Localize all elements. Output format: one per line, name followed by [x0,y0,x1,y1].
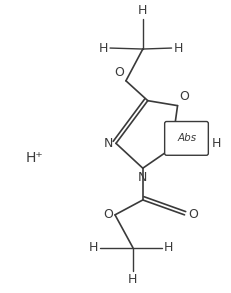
Text: H: H [99,42,108,54]
Text: N: N [138,171,147,184]
FancyBboxPatch shape [165,122,208,155]
Text: O: O [103,208,113,221]
Text: H: H [211,137,221,150]
Text: Abs: Abs [178,133,197,143]
Text: H⁺: H⁺ [26,151,43,165]
Text: O: O [114,66,124,79]
Text: H: H [173,42,183,54]
Text: O: O [179,90,189,103]
Text: H: H [128,273,138,287]
Text: H: H [89,241,98,254]
Text: H: H [138,4,147,17]
Text: H: H [164,241,173,254]
Text: N: N [104,137,113,150]
Text: O: O [188,208,198,221]
